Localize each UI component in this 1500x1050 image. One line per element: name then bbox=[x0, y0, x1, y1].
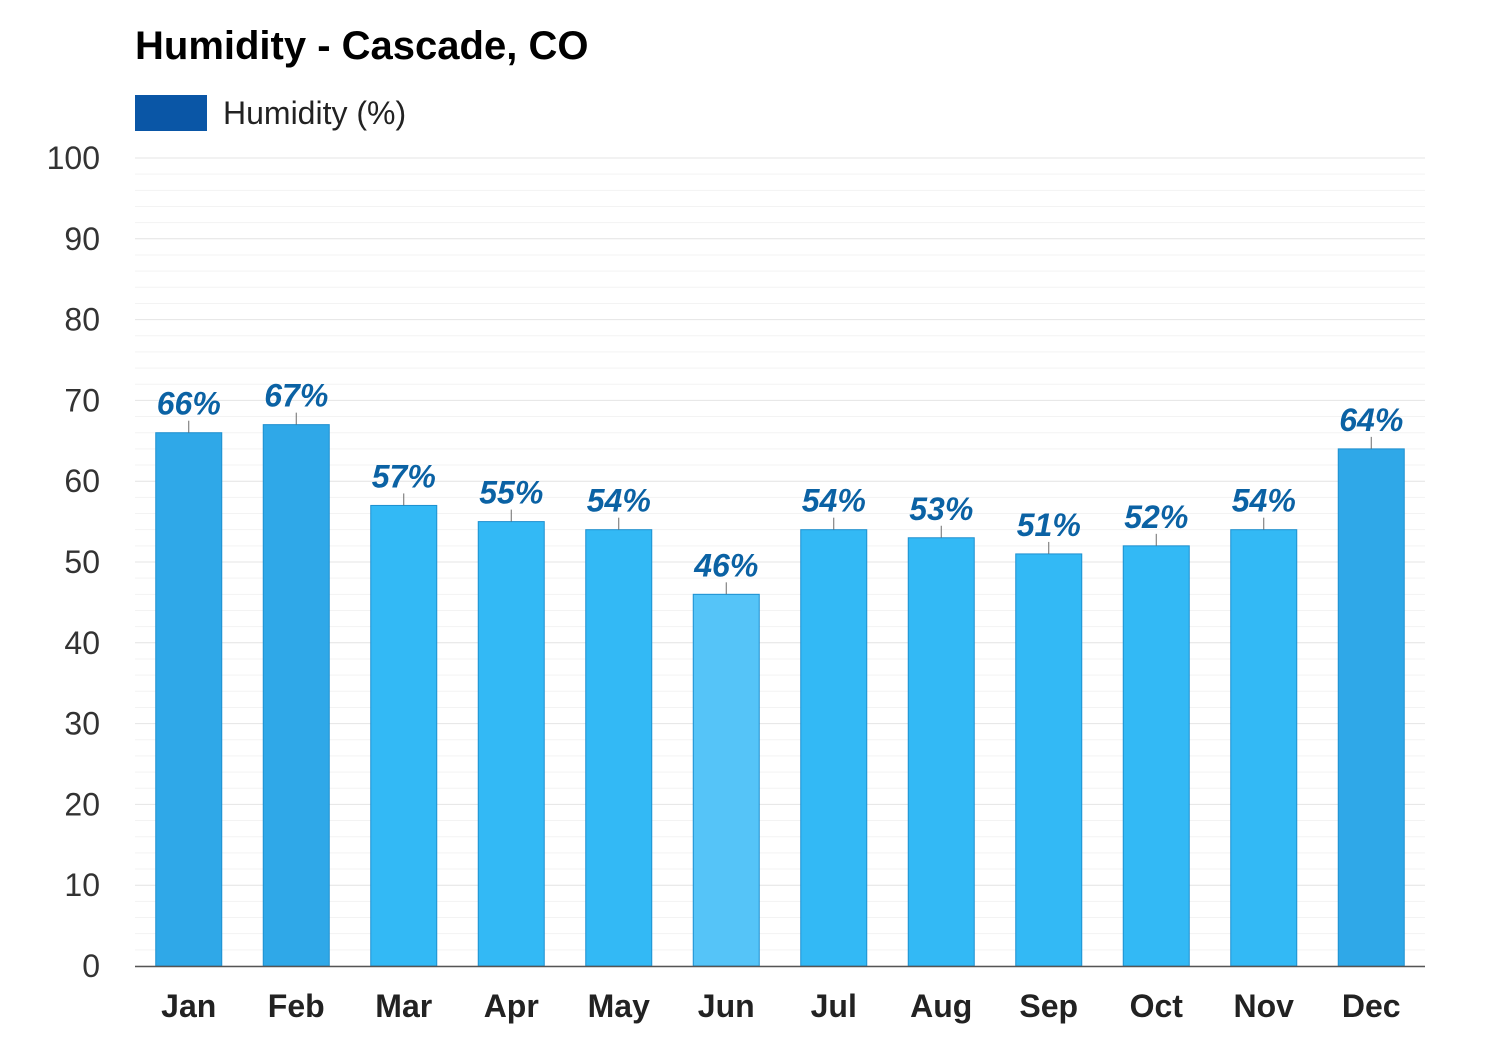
x-tick-label: Nov bbox=[1234, 988, 1295, 1024]
bar-aug bbox=[907, 537, 975, 967]
data-label: 55% bbox=[479, 475, 543, 511]
legend-swatch bbox=[135, 95, 207, 131]
x-tick-label: Dec bbox=[1342, 988, 1401, 1024]
data-label: 51% bbox=[1017, 507, 1081, 543]
x-tick-label: May bbox=[588, 988, 650, 1024]
data-label: 46% bbox=[693, 547, 758, 583]
data-label: 52% bbox=[1124, 499, 1188, 535]
legend: Humidity (%) bbox=[135, 94, 406, 132]
bar-may bbox=[585, 529, 653, 967]
x-tick-label: Aug bbox=[910, 988, 972, 1024]
y-tick-label: 30 bbox=[64, 706, 100, 742]
y-tick-label: 20 bbox=[64, 786, 100, 822]
x-tick-label: Sep bbox=[1019, 988, 1078, 1024]
y-tick-label: 50 bbox=[64, 544, 100, 580]
data-label: 66% bbox=[157, 386, 221, 422]
bar-apr bbox=[477, 521, 545, 967]
bar-feb bbox=[262, 424, 330, 967]
y-tick-label: 90 bbox=[64, 221, 100, 257]
data-label: 64% bbox=[1339, 402, 1403, 438]
data-label: 67% bbox=[264, 378, 328, 414]
x-tick-label: Jul bbox=[811, 988, 857, 1024]
bar-jan bbox=[155, 432, 223, 967]
data-label: 54% bbox=[1232, 483, 1296, 519]
x-tick-label: Apr bbox=[484, 988, 539, 1024]
bar-mar bbox=[370, 504, 438, 967]
data-label: 53% bbox=[909, 491, 973, 527]
data-label: 57% bbox=[372, 458, 436, 494]
data-label: 54% bbox=[802, 483, 866, 519]
gridlines bbox=[135, 157, 1425, 967]
y-tick-label: 100 bbox=[47, 140, 100, 176]
x-tick-label: Oct bbox=[1130, 988, 1184, 1024]
y-tick-label: 60 bbox=[64, 463, 100, 499]
y-tick-label: 80 bbox=[64, 302, 100, 338]
legend-label: Humidity (%) bbox=[223, 94, 407, 131]
x-tick-label: Jun bbox=[698, 988, 755, 1024]
x-tick-label: Jan bbox=[161, 988, 216, 1024]
bar-dec bbox=[1337, 448, 1405, 967]
bar-jul bbox=[800, 529, 868, 967]
y-tick-label: 40 bbox=[64, 625, 100, 661]
bar-nov bbox=[1230, 529, 1298, 967]
y-tick-label: 0 bbox=[82, 948, 100, 984]
data-labels: 66% 67% 57% 55% 54% 46% 54% 53% 51% 52% 54% 64% bbox=[157, 378, 1403, 595]
x-tick-label: Feb bbox=[268, 988, 325, 1024]
bar-jun bbox=[692, 593, 760, 967]
y-axis-ticks: 0 10 20 30 40 50 60 70 80 90 100 bbox=[47, 140, 100, 984]
x-axis-ticks: Jan Feb Mar Apr May Jun Jul Aug Sep Oct Nov Dec bbox=[161, 988, 1400, 1024]
bars bbox=[155, 424, 1405, 967]
y-tick-label: 10 bbox=[64, 867, 100, 903]
bar-oct bbox=[1122, 545, 1190, 967]
y-tick-label: 70 bbox=[64, 382, 100, 418]
x-tick-label: Mar bbox=[375, 988, 432, 1024]
bar-sep bbox=[1015, 553, 1083, 967]
data-label: 54% bbox=[587, 483, 651, 519]
chart-title: Humidity - Cascade, CO bbox=[135, 24, 589, 68]
